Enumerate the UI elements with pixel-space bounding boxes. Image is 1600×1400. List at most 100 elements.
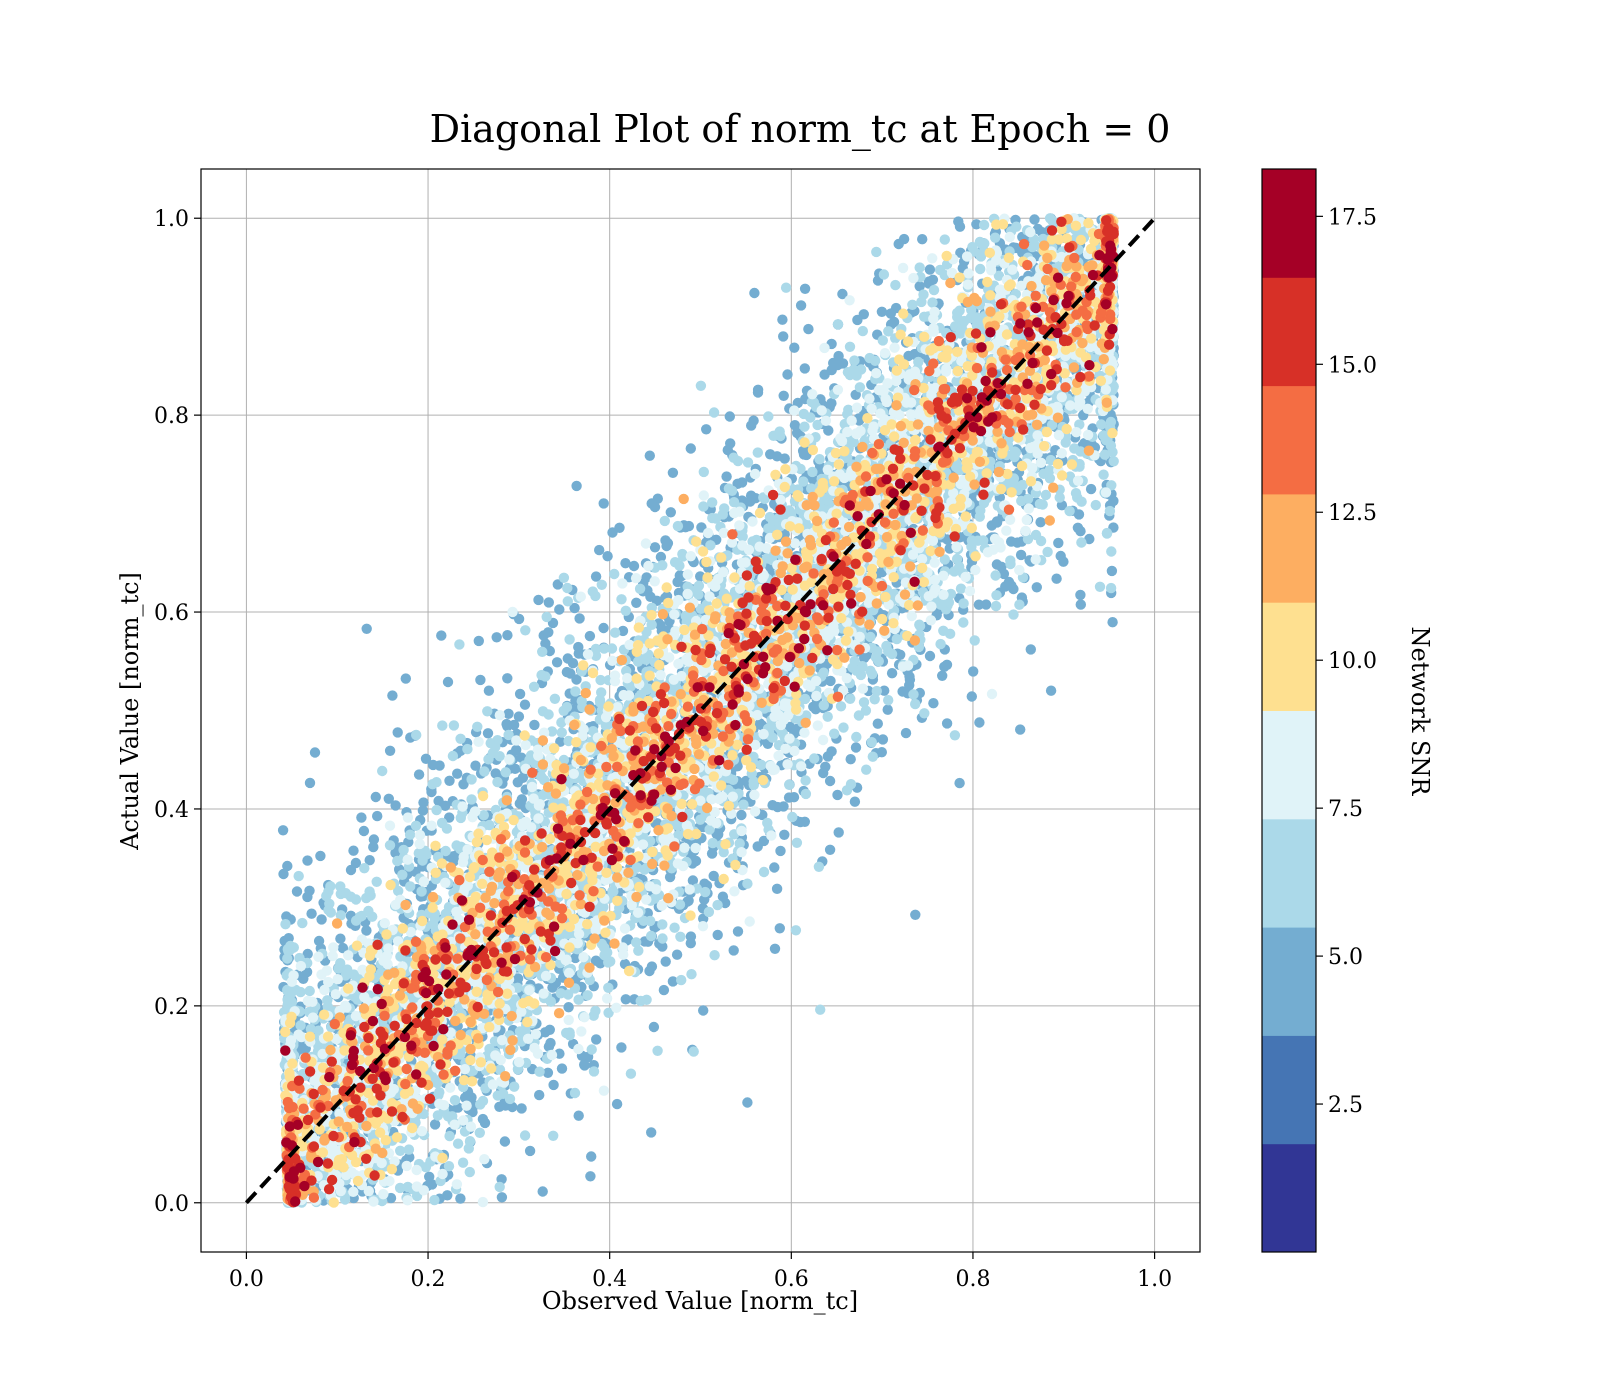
scatter-point [900,727,912,739]
scatter-point [783,792,795,803]
scatter-point [285,940,296,952]
scatter-point [883,695,894,706]
scatter-point [563,1002,574,1013]
scatter-point [534,1066,545,1077]
scatter-point [377,765,388,777]
scatter-point [725,438,736,449]
scatter-point [949,730,961,741]
scatter-point [544,1024,555,1036]
scatter-point [491,632,502,643]
scatter-point [857,325,868,337]
scatter-point [585,1171,596,1182]
scatter-point [824,844,836,855]
scatter-point [669,922,680,933]
scatter-point [822,711,833,722]
scatter-point [544,645,555,657]
scatter-point [752,387,764,398]
scatter-point [545,1037,556,1049]
scatter-point [607,527,618,538]
scatter-point [569,602,580,614]
scatter-point [1096,419,1107,430]
scatter-point [429,1119,441,1130]
scatter-point [516,794,528,805]
scatter-point [649,542,661,553]
scatter-point [594,544,605,556]
scatter-point [778,801,789,812]
scatter-point [602,551,613,562]
scatter-point [789,342,800,353]
scatter-point [858,309,869,320]
scatter-point [941,718,953,729]
scatter-point [1051,573,1062,584]
scatter-point [634,583,646,594]
scatter-point [674,899,686,910]
scatter-point [552,579,563,590]
scatter-point [390,800,401,811]
scatter-point [395,1145,406,1157]
scatter-point [799,283,811,294]
scatter-point [337,942,349,954]
scatter-point [416,886,427,897]
scatter-point [335,881,346,892]
scatter-point [280,919,291,930]
scatter-point [807,466,818,478]
scatter-point [464,1166,475,1178]
scatter-point [1073,509,1085,520]
scatter-point [968,666,979,677]
scatter-point [519,1130,531,1141]
scatter-point [767,800,778,811]
scatter-point [1106,546,1117,557]
scatter-point [685,938,696,949]
scatter-point [1075,526,1086,537]
scatter-point [1098,430,1109,441]
scatter-point [372,810,383,822]
scatter-point [854,382,866,393]
scatter-point [462,743,473,755]
scatter-point [579,1060,590,1071]
scatter-point [712,899,723,911]
scatter-point [302,855,313,866]
scatter-point [708,407,720,418]
scatter-point [800,775,811,786]
scatter-point [833,827,844,838]
scatter-point [596,579,607,590]
scatter-point [1044,213,1056,224]
scatter-point [302,948,313,960]
scatter-point [1008,609,1019,620]
scatter-point [657,933,668,944]
scatter-point [871,246,882,258]
scatter-point [436,630,447,641]
scatter-point [537,1186,548,1197]
scatter-point [463,1143,474,1154]
scatter-point [466,774,477,785]
scatter-point [1107,617,1118,628]
scatter-point [503,708,514,719]
scatter-point [652,1045,663,1057]
scatter-point [769,943,781,954]
scatter-point [1098,469,1109,480]
scatter-point [1104,505,1116,517]
scatter-point [695,380,707,391]
scatter-point [824,775,836,787]
scatter-point [775,845,786,857]
scatter-point [335,933,346,944]
scatter-point [556,727,567,738]
scatter-point [850,742,862,753]
scatter-point [591,1034,602,1045]
scatter-point [295,1020,306,1031]
scatter-point [548,1130,559,1142]
scatter-point [315,850,326,862]
scatter-point [845,754,856,765]
scatter-point [512,777,523,788]
scatter-point [574,613,585,624]
scatter-point [927,274,939,285]
scatter-point [514,688,526,700]
scatter-point [447,750,459,762]
scatter-point [800,788,812,800]
scatter-point [392,727,403,738]
scatter-point [996,561,1007,572]
scatter-point [631,597,642,608]
scatter-point [345,864,357,876]
scatter-point [876,306,888,317]
scatter-point [543,597,554,608]
